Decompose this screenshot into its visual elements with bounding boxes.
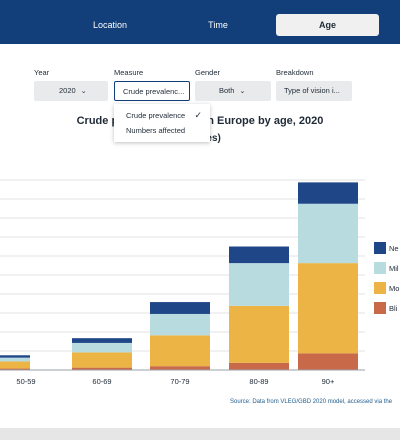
tab-time[interactable]: Time: [208, 20, 228, 30]
bar-segment-50-59-series-1: [0, 361, 30, 369]
bar-segment-80-89-series-1: [229, 305, 289, 363]
measure-select-value: Crude prevalenc...: [123, 87, 185, 96]
bar-segment-80-89-series-3: [229, 246, 289, 264]
top-nav-bar: Location Time Age: [0, 0, 400, 44]
measure-dropdown-menu: Crude prevalence ✓ Numbers affected: [114, 104, 210, 142]
dropdown-option-numbers-affected[interactable]: Numbers affected: [126, 126, 186, 135]
legend-label: Mo: [389, 284, 399, 293]
legend-swatch: [374, 242, 386, 254]
measure-select[interactable]: Crude prevalenc...: [114, 81, 190, 101]
year-select[interactable]: 2020 ⌄: [34, 81, 108, 101]
bar-segment-60-69-series-2: [72, 342, 132, 353]
bar-segment-90+-series-3: [298, 182, 358, 204]
legend-label: Bli: [389, 304, 398, 313]
bar-segment-70-79-series-1: [150, 335, 210, 367]
bar-segment-70-79-series-0: [150, 366, 210, 370]
legend-swatch: [374, 302, 386, 314]
chevron-down-icon: ⌄: [239, 88, 246, 95]
bar-segment-70-79-series-3: [150, 302, 210, 314]
bar-segment-60-69-series-1: [72, 352, 132, 368]
legend-swatch: [374, 282, 386, 294]
bar-segment-80-89-series-2: [229, 263, 289, 306]
source-note: Source: Data from VLEG/GBD 2020 model, a…: [230, 399, 393, 405]
bar-segment-60-69-series-0: [72, 367, 132, 370]
tab-location[interactable]: Location: [92, 20, 128, 30]
x-tick-label: 60-69: [92, 377, 111, 386]
bar-segment-70-79-series-2: [150, 313, 210, 336]
bar-segment-60-69-series-3: [72, 338, 132, 343]
legend-label: Ne: [389, 244, 399, 253]
legend-swatch: [374, 262, 386, 274]
x-tick-label: 50-59: [16, 377, 35, 386]
x-tick-label: 80-89: [249, 377, 268, 386]
measure-filter-label: Measure: [114, 68, 144, 77]
bar-segment-50-59-series-2: [0, 357, 30, 362]
page-footer: [0, 428, 400, 440]
gender-select[interactable]: Both ⌄: [195, 81, 271, 101]
bar-segment-90+-series-2: [298, 203, 358, 264]
gender-select-value: Both: [219, 86, 235, 95]
breakdown-filter-label: Breakdown: [276, 68, 314, 77]
bar-segment-50-59-series-3: [0, 355, 30, 358]
checkmark-icon: ✓: [194, 110, 202, 120]
bar-segment-90+-series-0: [298, 353, 358, 370]
bar-segment-50-59-series-0: [0, 368, 30, 370]
bar-segment-90+-series-1: [298, 263, 358, 354]
x-tick-label: 90+: [322, 377, 335, 386]
legend-label: Mil: [389, 264, 399, 273]
chevron-down-icon: ⌄: [80, 88, 87, 95]
tab-age[interactable]: Age: [276, 14, 379, 36]
breakdown-select-value: Type of vision i...: [284, 86, 340, 95]
x-tick-label: 70-79: [170, 377, 189, 386]
gender-filter-label: Gender: [195, 68, 221, 77]
dropdown-option-crude-prevalence[interactable]: Crude prevalence: [126, 111, 186, 120]
year-select-value: 2020: [59, 86, 76, 95]
bar-segment-80-89-series-0: [229, 362, 289, 370]
breakdown-select[interactable]: Type of vision i...: [276, 81, 352, 101]
year-filter-label: Year: [34, 68, 50, 77]
